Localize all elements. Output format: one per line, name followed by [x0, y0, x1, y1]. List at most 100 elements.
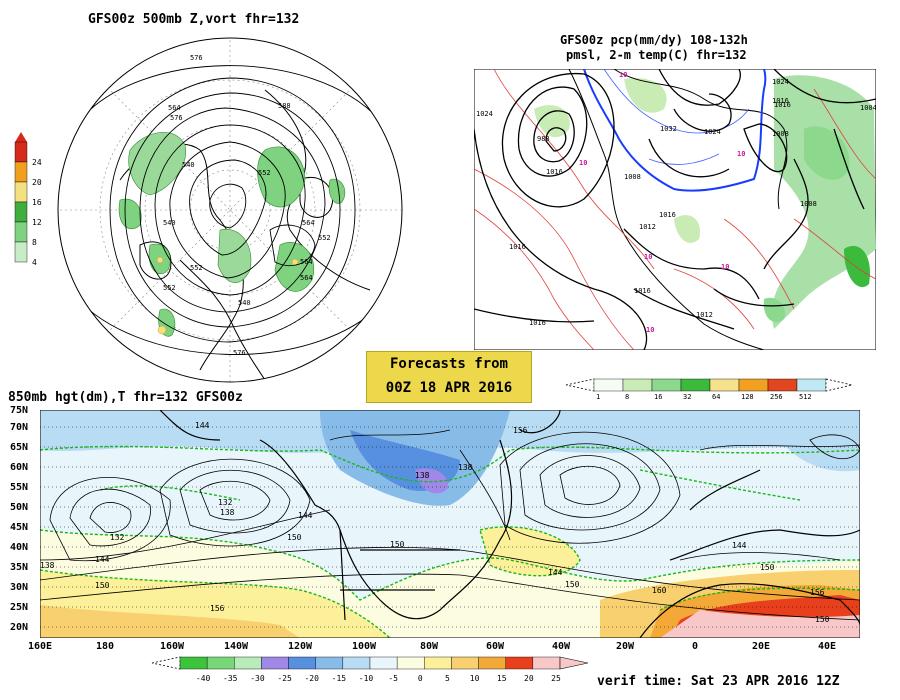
h850-label-8: 144: [95, 555, 110, 564]
lon-label-60w: 60W: [486, 641, 505, 652]
lon-label-0: 0: [692, 641, 699, 652]
lon-label-100w: 100W: [352, 641, 377, 652]
h850-colorbar-tick: 15: [497, 674, 507, 683]
h850-label-2: 132: [110, 533, 125, 542]
h850-colorbar-tick: -30: [250, 674, 265, 683]
qpf-colorbar-tick: 512: [799, 393, 812, 400]
lon-label-40e: 40E: [818, 641, 837, 652]
lon-label-160e: 160E: [28, 641, 53, 652]
h850-colorbar-left-arrow: [151, 656, 181, 670]
polar-colorbar-arrow: [15, 132, 27, 142]
qpf-temp-label-2: 10: [579, 159, 587, 167]
qpf-colorbar-tick: 128: [741, 393, 754, 400]
h850-colorbar-tick: 10: [470, 674, 480, 683]
h850-colorbar-swatch: [532, 656, 561, 670]
h850-label-4: 132: [218, 498, 233, 507]
h850-label-20: 156: [810, 588, 825, 597]
h850-colorbar-tick: -5: [388, 674, 398, 683]
qpf-label-15: 1024: [772, 78, 789, 86]
h850-colorbar-right-arrow: [559, 656, 589, 670]
h850-label-17: 160: [652, 586, 667, 595]
h850-label-14: 150: [390, 540, 405, 549]
qpf-label-13: 1016: [634, 287, 651, 295]
h850-colorbar-swatch: [315, 656, 344, 670]
qpf-label-8: 1008: [624, 173, 641, 181]
polar-label-6: 540: [163, 219, 176, 227]
h850-label-7: 150: [287, 533, 302, 542]
qpf-colorbar-tick: 256: [770, 393, 783, 400]
lon-label-20w: 20W: [616, 641, 635, 652]
lat-label-45n: 45N: [10, 522, 29, 533]
h850-colorbar-swatch: [451, 656, 479, 670]
qpf-temp-label-6: 10: [646, 326, 654, 334]
qpf-label-5: 1024: [704, 128, 721, 136]
lon-label-80w: 80W: [420, 641, 439, 652]
qpf-temp-label-5: 10: [721, 263, 729, 271]
qpf-map: 1024 988 1016 1032 1024 1016 1008 1008 1…: [474, 69, 876, 350]
polar-colorbar-swatch: [14, 141, 28, 163]
h850-colorbar-swatch: [206, 656, 235, 670]
qpf-title-line1: GFS00z pcp(mm/dy) 108-132h: [560, 33, 748, 47]
polar-colorbar-swatch: [14, 201, 28, 223]
polar-colorbar: 24 20 16 12 8 4: [14, 132, 42, 265]
h850-colorbar-swatch: [179, 656, 208, 670]
qpf-label-16: 1016: [774, 101, 791, 109]
qpf-colorbar-swatch: [651, 378, 682, 392]
qpf-colorbar-swatch: [622, 378, 653, 392]
polar-label-14: 576: [233, 349, 246, 357]
h850-label-15: 144: [548, 568, 563, 577]
h850-colorbar-tick: 25: [551, 674, 561, 683]
qpf-colorbar-right-arrow: [825, 378, 853, 392]
qpf-colorbar-tick: 8: [625, 393, 629, 400]
h850-colorbar-swatch: [478, 656, 506, 670]
lon-label-160w: 160W: [160, 641, 185, 652]
h850-colorbar-swatch: [369, 656, 398, 670]
polar-label-4: 540: [182, 161, 195, 169]
qpf-label-17: 1008: [800, 200, 817, 208]
polar-colorbar-tick: 16: [32, 198, 42, 207]
qpf-colorbar-tick: 1: [596, 393, 600, 400]
polar-label-1: 576: [190, 54, 203, 62]
h850-label-16: 150: [565, 580, 580, 589]
h850-label-12: 138: [458, 463, 473, 472]
qpf-colorbar-swatch: [796, 378, 827, 392]
polar-label-12: 552: [163, 284, 176, 292]
polar-label-13: 564: [300, 274, 313, 282]
h850-colorbar-swatch: [396, 656, 425, 670]
h850-label-21: 150: [815, 615, 830, 624]
lon-label-20e: 20E: [752, 641, 771, 652]
qpf-temp-label-3: 10: [737, 150, 745, 158]
lon-label-140w: 140W: [224, 641, 249, 652]
polar-label-2: 564: [168, 104, 181, 112]
polar-label-5: 552: [258, 169, 271, 177]
polar-colorbar-tick: 24: [32, 158, 42, 167]
verif-time: verif time: Sat 23 APR 2016 12Z: [597, 674, 840, 689]
h850-colorbar-tick: -35: [223, 674, 238, 683]
qpf-colorbar-swatch: [709, 378, 740, 392]
lat-label-25n: 25N: [10, 602, 29, 613]
forecast-line2: 00Z 18 APR 2016: [385, 380, 513, 396]
polar-label-8: 552: [318, 234, 331, 242]
qpf-temp-label-1: 10: [619, 71, 627, 79]
h850-colorbar-swatch: [234, 656, 262, 670]
h850-colorbar-tick: -20: [304, 674, 319, 683]
qpf-colorbar-tick: 64: [712, 393, 720, 400]
qpf-colorbar-swatch: [767, 378, 798, 392]
lat-label-60n: 60N: [10, 462, 29, 473]
lat-label-50n: 50N: [10, 502, 29, 513]
polar-label-15: 576: [170, 114, 183, 122]
h850-colorbar-tick: -10: [359, 674, 374, 683]
polar-colorbar-tick: 8: [32, 238, 37, 247]
h850-label-1: 144: [195, 421, 210, 430]
polar-colorbar-tick: 20: [32, 178, 42, 187]
h850-title: 850mb hgt(dm),T fhr=132 GFS00z: [8, 390, 243, 405]
qpf-label-11: 1016: [509, 243, 526, 251]
polar-colorbar-swatch: [14, 221, 28, 243]
qpf-colorbar-swatch: [593, 378, 624, 392]
h850-colorbar-tick: -25: [277, 674, 292, 683]
h850-colorbar-swatch: [505, 656, 534, 670]
lat-label-75n: 75N: [10, 405, 29, 416]
qpf-label-12: 1016: [529, 319, 546, 327]
h850-label-5: 138: [40, 561, 55, 570]
polar-colorbar-swatch: [14, 161, 28, 183]
